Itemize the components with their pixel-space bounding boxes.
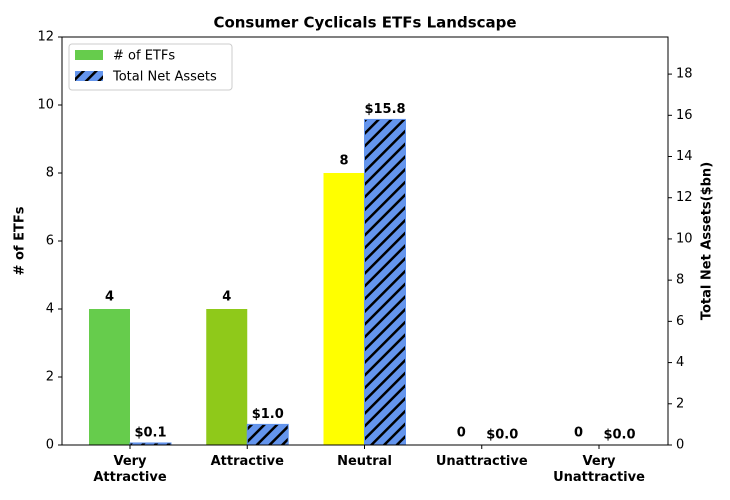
x-tick-label: Neutral: [337, 454, 392, 469]
bar: [364, 118, 406, 446]
y-tick-label: 0: [46, 438, 54, 453]
y-tick-label: 10: [37, 98, 54, 113]
bar: [206, 309, 248, 445]
x-tick-label: Unattractive: [435, 454, 528, 469]
chart-title: Consumer Cyclicals ETFs Landscape: [213, 14, 516, 32]
y-axis-label: # of ETFs: [13, 206, 28, 275]
y2-tick-label: 6: [676, 314, 684, 329]
x-tick-label: Very Attractive: [93, 454, 167, 485]
bar: [323, 173, 365, 445]
value-label: 0: [574, 426, 583, 441]
x-tick-label: Very Unattractive: [553, 454, 645, 485]
y2-tick-label: 16: [676, 108, 693, 123]
value-label: $0.0: [486, 428, 518, 443]
legend-label: # of ETFs: [113, 49, 175, 64]
y2-tick-label: 18: [676, 67, 693, 82]
bar: [246, 423, 289, 446]
value-label: 4: [105, 290, 114, 305]
plot-frame: [61, 36, 669, 446]
y-tick-label: 8: [46, 166, 54, 181]
y-tick-label: 12: [37, 30, 54, 45]
bar: [89, 309, 130, 445]
x-tick-label: Attractive: [210, 454, 284, 469]
y2-tick-label: 0: [676, 438, 684, 453]
value-label: $0.0: [603, 428, 635, 443]
legend-frame: [68, 43, 233, 91]
y2-tick-label: 14: [676, 149, 693, 164]
value-label: $1.0: [252, 407, 284, 422]
y2-tick-label: 8: [676, 273, 684, 288]
value-label: 0: [457, 426, 466, 441]
y-tick-label: 4: [46, 302, 54, 317]
legend-swatch: [75, 50, 103, 60]
value-label: $15.8: [364, 102, 405, 117]
y2-tick-label: 4: [676, 355, 684, 370]
y2-tick-label: 12: [676, 190, 693, 205]
y-tick-label: 2: [46, 370, 54, 385]
legend: # of ETFs Total Net Assets: [68, 43, 233, 91]
y2-axis-label: Total Net Assets($bn): [700, 162, 715, 320]
value-label: 4: [222, 290, 231, 305]
y2-tick-label: 10: [676, 231, 693, 246]
value-label: $0.1: [134, 425, 166, 440]
y-tick-label: 6: [46, 234, 54, 249]
legend-swatch: [75, 71, 103, 81]
legend-label: Total Net Assets: [112, 70, 217, 85]
y2-tick-label: 2: [676, 396, 684, 411]
value-label: 8: [339, 154, 348, 169]
